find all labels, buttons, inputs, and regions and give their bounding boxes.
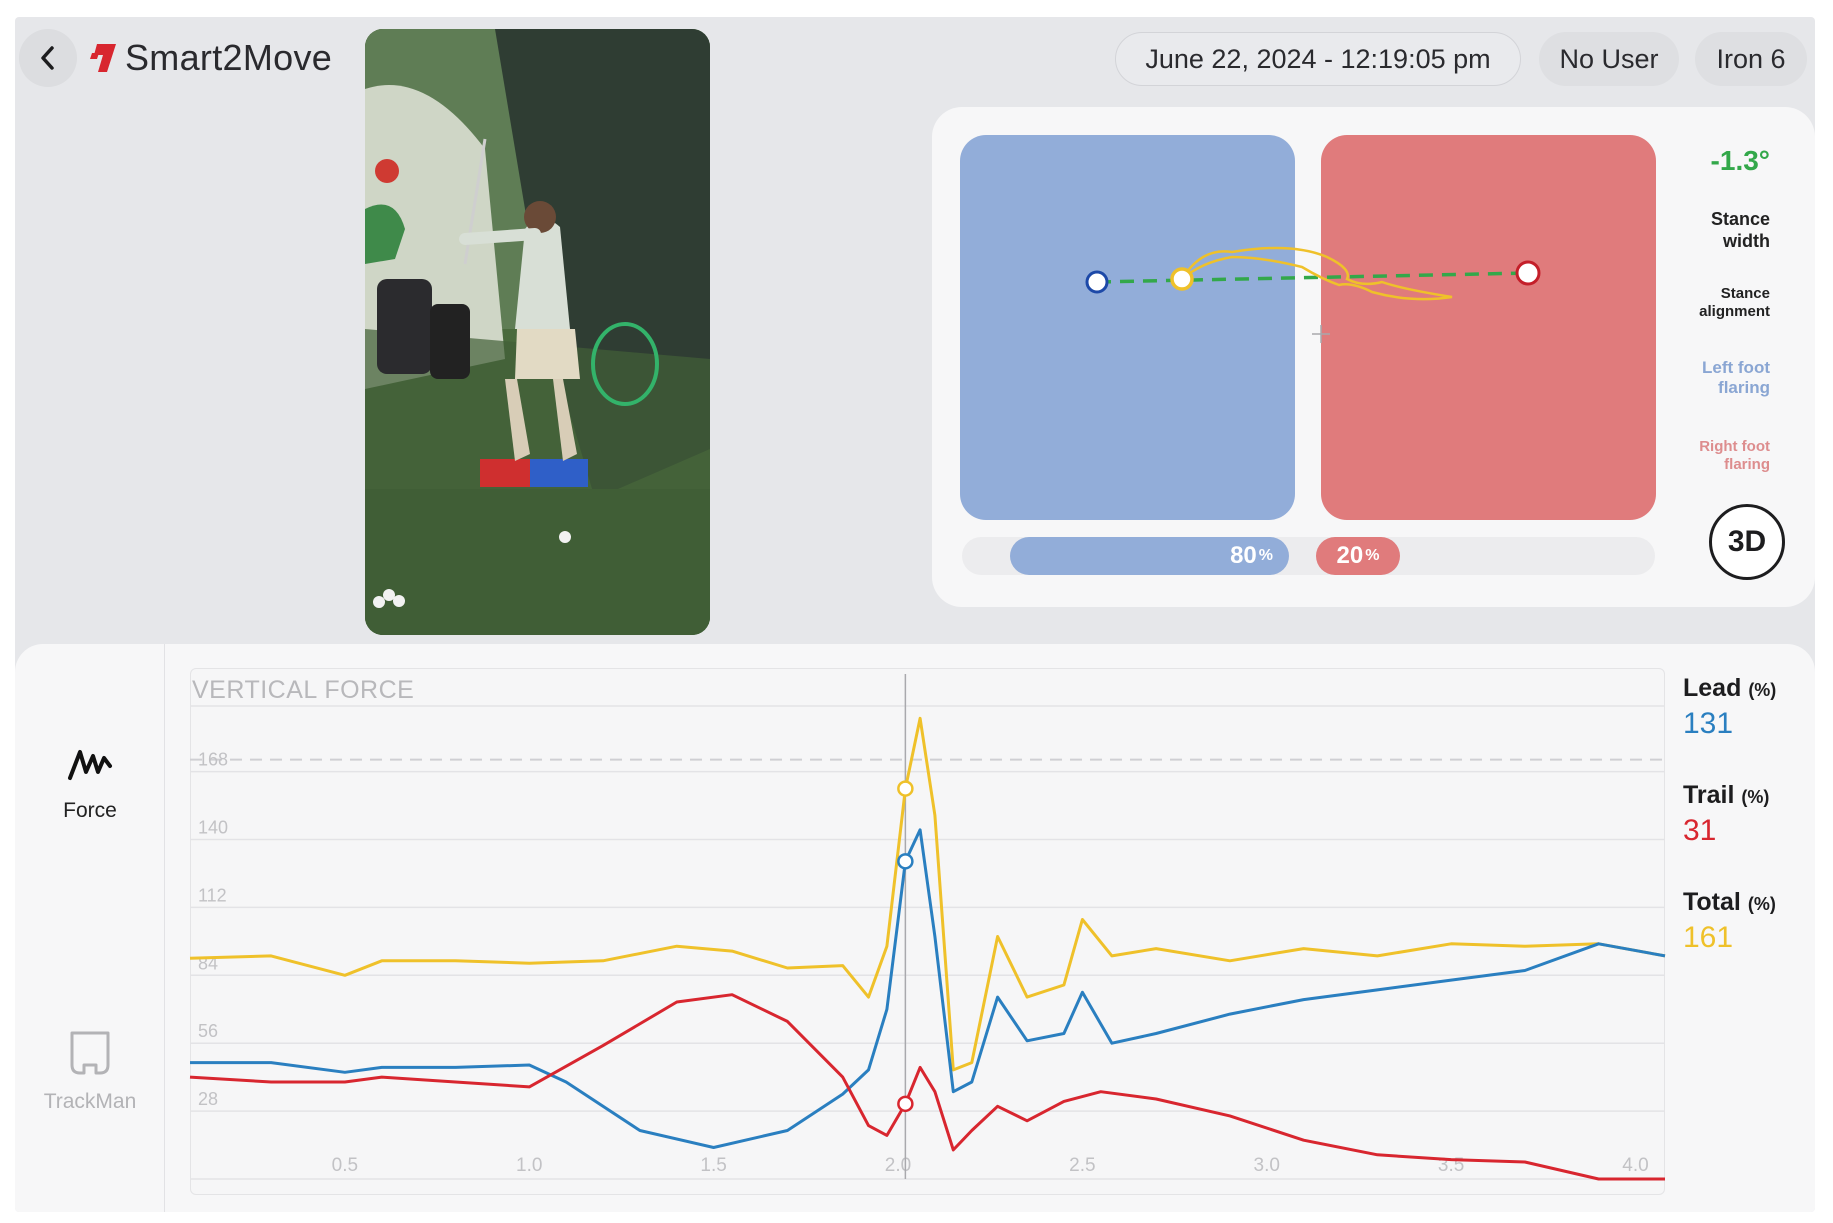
series-line-trail: [189, 993, 1665, 1181]
y-tick-label: 28: [198, 1089, 218, 1109]
trail-readout-unit: (%): [1741, 787, 1770, 807]
trail-readout-label: Trail: [1683, 781, 1735, 809]
marker-lead: [897, 853, 914, 870]
lead-readout-value: 131: [1683, 707, 1734, 740]
total-readout: Total (%) 161: [1683, 888, 1776, 955]
session-date-pill[interactable]: June 22, 2024 - 12:19:05 pm: [1115, 32, 1521, 86]
analysis-side-nav: Force TrackMan: [15, 644, 165, 1212]
y-tick-label: 168: [198, 750, 228, 770]
nav-force[interactable]: Force: [15, 746, 165, 823]
lead-weight-percent: 80: [1230, 542, 1257, 569]
swing-video-frame: [365, 29, 710, 635]
lead-pressure-center: [1085, 270, 1109, 294]
total-readout-unit: (%): [1747, 894, 1776, 914]
trackman-icon: [70, 1031, 110, 1075]
total-readout-label: Total: [1683, 888, 1741, 916]
stance-alignment-line: [1096, 271, 1529, 284]
brand-name: Smart2Move: [125, 37, 333, 78]
smart2move-logo-icon: [90, 44, 116, 72]
x-tick-label: 1.5: [700, 1155, 726, 1176]
trail-weight-percent: 20: [1336, 542, 1364, 569]
total-pressure-center: [1170, 267, 1194, 291]
swing-video[interactable]: [365, 29, 710, 635]
user-selector[interactable]: No User: [1539, 32, 1679, 86]
stance-alignment-metric[interactable]: Stance alignment: [1699, 285, 1770, 320]
chevron-left-icon: [41, 46, 54, 70]
brand-logo: Smart2Move: [89, 35, 332, 81]
stance-width-metric[interactable]: Stance width: [1710, 209, 1770, 251]
trail-pressure-center: [1515, 260, 1541, 286]
trail-readout: Trail (%) 31: [1683, 781, 1769, 848]
x-tick-label: 1.0: [516, 1155, 542, 1176]
lead-readout: Lead (%) 131: [1683, 674, 1776, 741]
foot-plates: [960, 135, 1656, 520]
lead-weight-unit: %: [1258, 547, 1273, 564]
y-tick-label: 56: [198, 1021, 218, 1041]
total-readout-value: 161: [1683, 921, 1734, 954]
trail-weight-unit: %: [1365, 547, 1380, 564]
x-tick-label: 3.0: [1254, 1155, 1280, 1176]
view-3d-button[interactable]: 3D: [1709, 504, 1785, 580]
force-wave-icon: [68, 750, 112, 780]
right-foot-flaring-metric[interactable]: Right foot flaring: [1699, 438, 1770, 473]
lead-readout-unit: (%): [1748, 680, 1777, 700]
back-button[interactable]: [19, 29, 77, 87]
analysis-panel: Force TrackMan 28 56 84 112 140 168 0.5 1.0 1.5 2…: [15, 644, 1815, 1212]
left-foot-flaring-metric[interactable]: Left foot flaring: [1702, 358, 1770, 398]
marker-total: [897, 780, 914, 797]
nav-trackman[interactable]: TrackMan: [15, 1029, 165, 1114]
nav-force-label: Force: [63, 799, 117, 822]
lead-weight-bar: 80%: [1010, 537, 1289, 575]
x-tick-label: 2.5: [1069, 1155, 1095, 1176]
series-line-lead: [190, 828, 1666, 1149]
center-of-pressure-trace: [1180, 246, 1453, 301]
marker-trail: [897, 1095, 914, 1113]
y-tick-label: 140: [198, 818, 228, 838]
pressure-panel: -1.3° Stance width Stance alignment Left…: [932, 107, 1815, 607]
lead-foot-plate: [960, 135, 1295, 520]
y-tick-label: 112: [198, 885, 227, 905]
stance-angle-value: -1.3°: [1710, 145, 1770, 176]
trail-foot-plate: [1321, 135, 1656, 520]
trail-weight-bar: 20%: [1316, 537, 1400, 575]
nav-trackman-label: TrackMan: [43, 1090, 137, 1113]
lead-readout-label: Lead: [1683, 674, 1742, 702]
app-window: Smart2Move June 22, 2024 - 12:19:05 pm N…: [15, 17, 1815, 1212]
vertical-force-chart: [190, 668, 1665, 1195]
x-tick-label: 2.0: [885, 1155, 911, 1176]
chart-title: VERTICAL FORCE: [192, 676, 415, 704]
club-selector[interactable]: Iron 6: [1695, 32, 1807, 86]
series-line-total: [189, 716, 1666, 1072]
x-tick-label: 4.0: [1622, 1155, 1648, 1176]
x-tick-label: 0.5: [332, 1155, 358, 1176]
trail-readout-value: 31: [1683, 814, 1717, 847]
